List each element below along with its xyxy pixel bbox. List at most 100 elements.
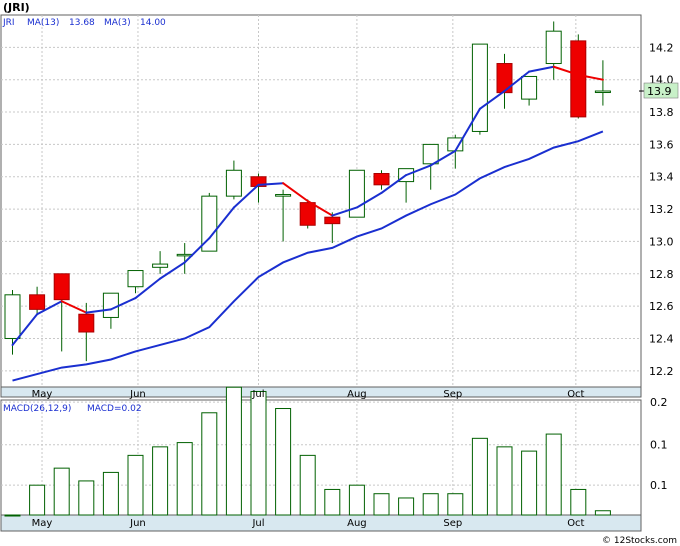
price-month-label: Sep xyxy=(443,389,462,400)
legend-ma13-label: MA(13) xyxy=(27,18,59,28)
ma3-segment xyxy=(454,107,481,152)
ma3-segment xyxy=(503,70,531,93)
macd-bar xyxy=(521,450,538,516)
macd-bar xyxy=(4,514,21,517)
ma3-segment xyxy=(528,65,555,73)
price-month-label: Jun xyxy=(129,389,146,400)
candle-down xyxy=(570,40,587,118)
ma3-segment xyxy=(429,149,457,167)
candle-down xyxy=(299,202,316,226)
candle-up xyxy=(102,292,119,318)
candle-up xyxy=(471,43,488,132)
candle-down xyxy=(78,313,95,333)
macd-bar xyxy=(275,408,292,516)
ma3-segment xyxy=(282,182,309,202)
ma3-segment xyxy=(257,182,285,186)
legend: JRI MA(13) 13.68 MA(3) 14.00 xyxy=(2,18,166,28)
ma3-segment xyxy=(380,174,408,194)
ma3-segment xyxy=(109,297,137,311)
macd-bar xyxy=(78,480,95,516)
watermark: © 12Stocks.com xyxy=(602,536,677,546)
macd-value-label: MACD=0.02 xyxy=(87,404,142,414)
macd-bar xyxy=(250,390,267,516)
ma3-segment xyxy=(208,206,235,240)
macd-bar xyxy=(545,433,562,516)
ma3-segment xyxy=(306,200,334,217)
price-month-label: Aug xyxy=(347,389,367,400)
candle-up xyxy=(521,75,538,100)
price-panel xyxy=(0,14,642,388)
macd-bar xyxy=(471,437,488,516)
legend-ma3-label: MA(3) xyxy=(104,18,131,28)
candle-up xyxy=(275,194,292,197)
macd-panel xyxy=(0,399,642,516)
macd-tick-labels: 0.1 0.1 0.2 xyxy=(650,396,668,492)
macd-bar xyxy=(570,488,587,516)
macd-bar xyxy=(373,493,390,516)
macd-bar xyxy=(398,497,415,516)
price-tick-label: 12.8 xyxy=(649,268,674,281)
macd-bar xyxy=(594,510,611,516)
price-tick-label: 12.4 xyxy=(649,332,674,345)
candle-up xyxy=(594,90,611,94)
macd-bar xyxy=(53,467,70,516)
macd-axis-band xyxy=(0,514,642,532)
price-tick-label: 13.4 xyxy=(649,171,674,184)
ma3-segment xyxy=(552,65,580,76)
candle-up xyxy=(225,169,242,197)
price-tick-label: 13.2 xyxy=(649,203,674,216)
macd-legend: MACD(26,12,9) MACD=0.02 xyxy=(3,404,142,414)
price-tick-label: 12.6 xyxy=(649,300,674,313)
price-tick-label: 13.6 xyxy=(649,138,674,151)
macd-bar xyxy=(324,488,341,516)
ma3-segment xyxy=(355,191,383,209)
price-month-labels: May Jun Jul Aug Sep Oct xyxy=(32,389,585,400)
price-month-label: Oct xyxy=(567,389,584,400)
candle-down xyxy=(373,173,390,186)
candle-down xyxy=(29,294,46,310)
candle-up xyxy=(176,253,193,257)
macd-bar xyxy=(225,386,242,516)
last-price-label: 13.9 xyxy=(647,85,672,98)
macd-month-label: Jul xyxy=(251,518,264,529)
candle-up xyxy=(422,143,439,165)
ma13-line xyxy=(12,130,604,382)
ma3-segment xyxy=(331,206,358,217)
macd-label: MACD(26,12,9) xyxy=(3,404,71,414)
ma3-segment xyxy=(232,183,260,209)
macd-month-label: May xyxy=(32,518,53,529)
macd-bar xyxy=(127,454,144,516)
price-tick-labels: 12.212.412.612.813.013.213.413.613.814.0… xyxy=(649,41,674,377)
macd-month-label: Jun xyxy=(129,518,146,529)
price-axis-band xyxy=(0,386,642,398)
macd-bar xyxy=(152,446,169,516)
candle-down xyxy=(53,273,70,301)
candle-up xyxy=(545,30,562,65)
macd-month-labels: May Jun Jul Aug Sep Oct xyxy=(32,518,585,529)
last-price-box xyxy=(643,82,679,99)
ma3-segment xyxy=(36,300,63,316)
ma3-segment xyxy=(134,277,162,300)
candle-up xyxy=(4,294,21,339)
macd-bar xyxy=(422,493,439,516)
macd-bar xyxy=(201,412,218,516)
price-month-label: May xyxy=(32,389,53,400)
macd-tick-label: 0.2 xyxy=(650,396,668,409)
candle-up xyxy=(201,195,218,252)
legend-ma13-value: 13.68 xyxy=(69,18,95,28)
ma3-segment xyxy=(11,313,39,346)
ma3-segment xyxy=(159,261,186,280)
ma3-segment xyxy=(85,308,112,314)
price-tick-label: 13.0 xyxy=(649,235,674,248)
chart-title: (JRI) xyxy=(3,1,30,14)
legend-symbol: JRI xyxy=(2,18,15,28)
ma3-segment xyxy=(577,73,604,81)
candle-up xyxy=(152,263,169,268)
candle-down xyxy=(324,216,341,225)
candle-down xyxy=(250,176,267,187)
macd-month-label: Aug xyxy=(347,518,367,529)
price-tick-label: 13.8 xyxy=(649,106,674,119)
candle-up xyxy=(127,270,144,288)
macd-bars xyxy=(4,386,611,517)
